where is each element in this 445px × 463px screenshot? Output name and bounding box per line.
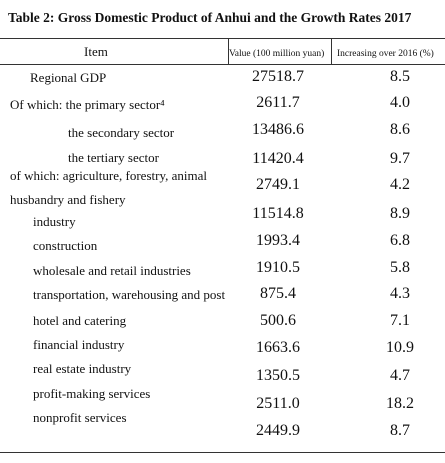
column-rule — [228, 38, 229, 65]
table-title: Table 2: Gross Domestic Product of Anhui… — [8, 10, 412, 25]
value-cell: 875.4 — [260, 285, 296, 302]
item-label: the secondary sector — [68, 125, 175, 140]
item-label: husbandry and fishery — [10, 192, 126, 207]
item-label: financial industry — [33, 337, 125, 352]
item-label: industry — [33, 214, 76, 229]
rate-cell: 8.9 — [390, 205, 410, 222]
value-cell: 11514.8 — [252, 205, 304, 222]
value-cell: 1663.6 — [256, 339, 300, 356]
rate-cell: 5.8 — [390, 259, 410, 276]
item-label: transportation, warehousing and post — [33, 287, 226, 302]
top-rule — [0, 38, 445, 39]
item-label: the tertiary sector — [68, 150, 159, 165]
value-cell: 1350.5 — [256, 367, 300, 384]
rate-cell: 8.6 — [390, 121, 410, 138]
item-label: wholesale and retail industries — [33, 263, 191, 278]
rate-cell: 4.3 — [390, 285, 410, 302]
item-label: profit-making services — [33, 386, 151, 401]
rate-cell: 10.9 — [386, 339, 414, 356]
header-cell: Item — [84, 44, 108, 59]
item-label: hotel and catering — [33, 313, 127, 328]
rate-cell: 7.1 — [390, 312, 410, 329]
rate-cell: 8.7 — [390, 422, 410, 439]
rate-cell: 4.0 — [390, 94, 410, 111]
value-cell: 1910.5 — [256, 259, 300, 276]
rate-cell: 8.5 — [390, 68, 410, 85]
item-label: Regional GDP — [30, 70, 107, 85]
value-cell: 2749.1 — [256, 176, 300, 193]
value-cell: 11420.4 — [252, 150, 304, 167]
item-label: real estate industry — [33, 361, 132, 376]
rate-cell: 4.7 — [390, 367, 410, 384]
item-label: nonprofit services — [33, 410, 127, 425]
item-label: construction — [33, 238, 98, 253]
value-cell: 27518.7 — [252, 68, 304, 85]
bottom-rule — [0, 452, 445, 453]
value-cell: 13486.6 — [252, 121, 304, 138]
rate-cell: 9.7 — [390, 150, 410, 167]
value-cell: 500.6 — [260, 312, 296, 329]
item-label: of which: agriculture, forestry, animal — [10, 168, 207, 183]
rate-cell: 6.8 — [390, 232, 410, 249]
value-cell: 1993.4 — [256, 232, 300, 249]
header-rule — [0, 64, 445, 65]
column-rule — [331, 38, 332, 65]
header-cell: Value (100 million yuan) — [229, 49, 325, 59]
value-cell: 2511.0 — [256, 395, 300, 412]
value-cell: 2611.7 — [256, 94, 300, 111]
rate-cell: 18.2 — [386, 395, 414, 412]
value-cell: 2449.9 — [256, 422, 300, 439]
item-label: Of which: the primary sector⁴ — [10, 97, 165, 112]
header-cell: Increasing over 2016 (%) — [337, 49, 434, 59]
rate-cell: 4.2 — [390, 176, 410, 193]
